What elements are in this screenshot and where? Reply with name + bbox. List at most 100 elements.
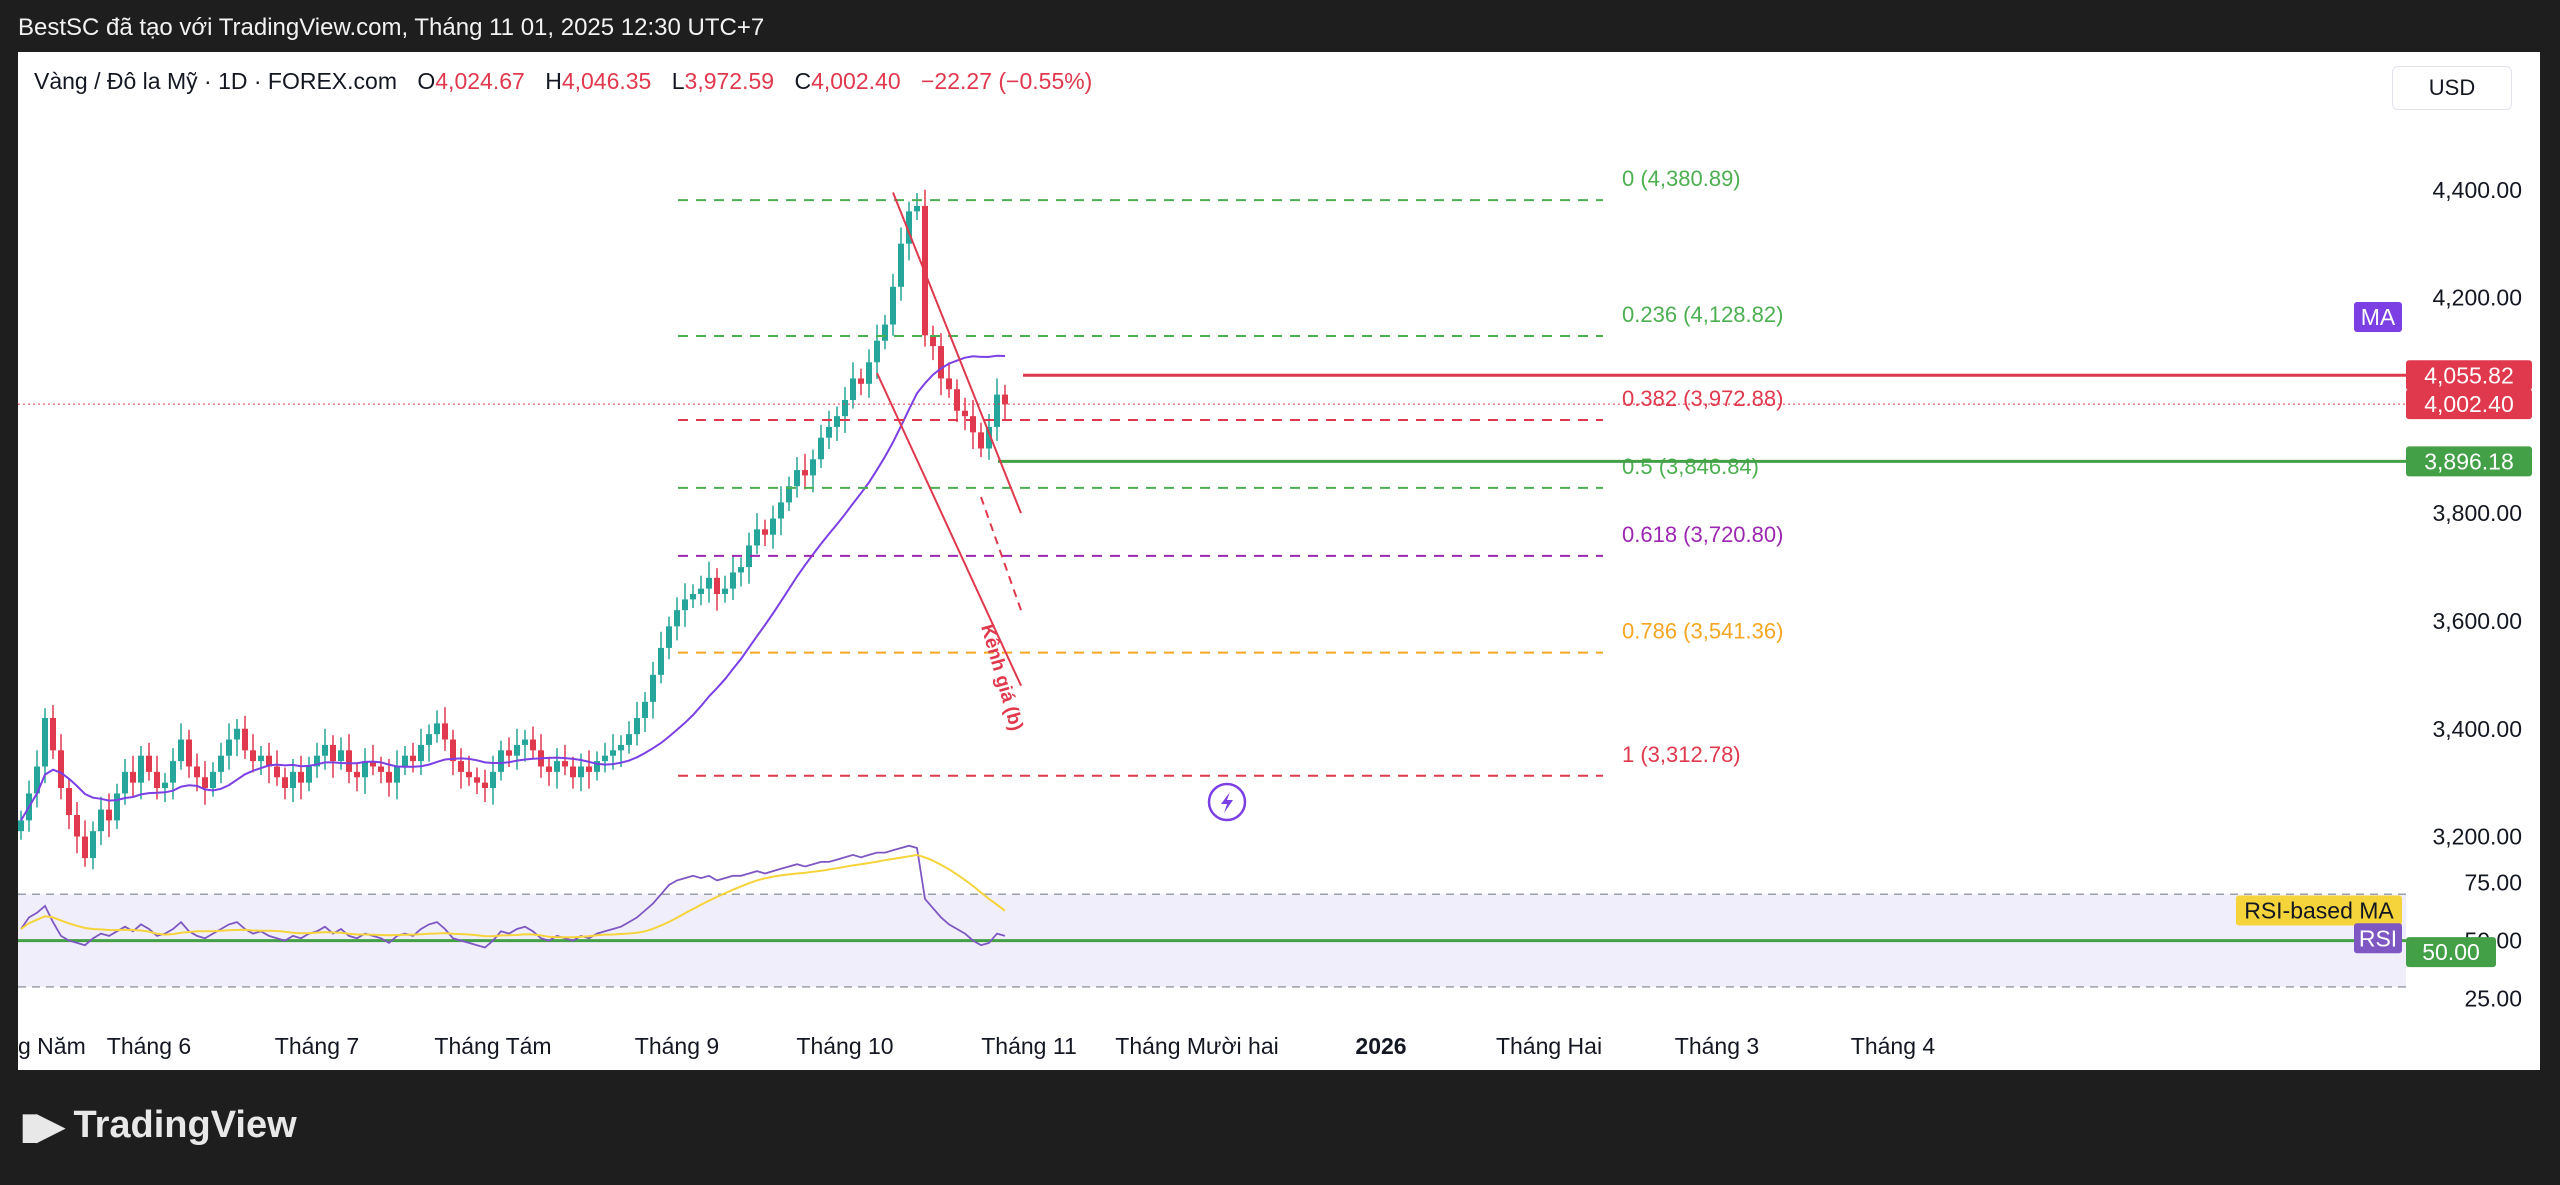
- x-axis-label: Tháng 4: [1851, 1033, 1936, 1059]
- candle-body: [578, 766, 584, 778]
- rsi-ma-line: [20, 853, 1006, 939]
- y-tick-label: 4,400.00: [2432, 177, 2522, 203]
- rsi-y-tick-label: 25.00: [2464, 985, 2522, 1011]
- high-value: 4,046.35: [561, 68, 652, 94]
- candle-body: [218, 755, 224, 772]
- candle-body: [394, 766, 400, 783]
- candle-body: [546, 766, 552, 772]
- candle-body: [266, 755, 272, 767]
- candle-body: [842, 399, 848, 417]
- rsi-line: [20, 844, 1006, 949]
- candle-body: [474, 777, 480, 783]
- candle-body: [858, 378, 864, 384]
- candle-body: [826, 426, 832, 438]
- x-axis-label: Tháng 10: [796, 1033, 893, 1059]
- candle-body: [722, 588, 728, 595]
- rsi-ma-badge: RSI-based MA: [2244, 897, 2394, 923]
- ma-line: [20, 354, 1006, 821]
- tradingview-logo[interactable]: ▮▶ TradingView: [20, 1104, 297, 1147]
- candle-body: [954, 389, 960, 411]
- candle-body: [602, 755, 608, 762]
- fib-label-0: 0 (4,380.89): [1622, 166, 1741, 191]
- candle-body: [426, 734, 432, 745]
- candle-body: [770, 518, 776, 535]
- channel-annotation: Kênh giá (b): [976, 622, 1026, 733]
- candle-body: [754, 529, 760, 546]
- candle-body: [250, 750, 256, 762]
- candle-body: [786, 486, 792, 503]
- candle-body: [242, 728, 248, 751]
- candle-body: [898, 243, 904, 287]
- lightning-icon-glyph: [1221, 792, 1233, 813]
- candle-body: [354, 771, 360, 778]
- x-axis-label: Tháng 7: [275, 1033, 359, 1059]
- candle-body: [522, 739, 528, 745]
- candle-body: [330, 744, 336, 762]
- candle-body: [202, 777, 208, 789]
- candle-body: [666, 626, 672, 648]
- close-label: C: [794, 68, 812, 94]
- candle-body: [978, 432, 984, 449]
- fib-label-0.236: 0.236 (4,128.82): [1622, 302, 1783, 327]
- fib-label-1: 1 (3,312.78): [1622, 742, 1741, 767]
- candle-body: [386, 771, 392, 783]
- x-axis-label: Tháng 6: [107, 1033, 191, 1059]
- currency-button[interactable]: USD: [2392, 66, 2512, 110]
- candle-body: [562, 761, 568, 767]
- candle-body: [314, 755, 320, 767]
- candle-body: [626, 734, 632, 745]
- candle-body: [698, 588, 704, 595]
- candle-body: [34, 766, 40, 794]
- candle-body: [410, 755, 416, 762]
- candle-body: [618, 744, 624, 751]
- candle-body: [162, 782, 168, 789]
- candle-body: [98, 809, 104, 832]
- candle-body: [642, 701, 648, 718]
- candle-body: [66, 788, 72, 815]
- candle-body: [874, 340, 880, 363]
- y-tick-label: 3,600.00: [2432, 608, 2522, 634]
- candle-body: [802, 470, 808, 476]
- symbol-name[interactable]: Vàng / Đô la Mỹ · 1D · FOREX.com: [34, 68, 397, 94]
- candle-body: [706, 577, 712, 589]
- candle-body: [226, 739, 232, 756]
- candle-body: [610, 750, 616, 756]
- candle-body: [746, 545, 752, 568]
- candle-body: [146, 755, 152, 772]
- candle-body: [466, 771, 472, 778]
- candle-body: [994, 394, 1000, 427]
- chart-canvas[interactable]: 0 (4,380.89) 0.236 (4,128.82) 0.382 (3,972…: [18, 52, 2540, 1070]
- candle-body: [986, 426, 992, 449]
- rsi-ma-badge-bg: [2236, 895, 2402, 926]
- candle-body: [106, 809, 112, 821]
- y-tick-label: 4,200.00: [2432, 285, 2522, 311]
- candle-body: [1002, 394, 1008, 405]
- chart-panel[interactable]: 0 (4,380.89) 0.236 (4,128.82) 0.382 (3,972…: [18, 52, 2540, 1070]
- last-price-badge: 4,002.40: [2424, 391, 2514, 417]
- candle-body: [690, 594, 696, 600]
- fib-label-0.382: 0.382 (3,972.88): [1622, 386, 1783, 411]
- ma-price-badge: 4,055.82: [2424, 362, 2514, 388]
- candle-body: [762, 529, 768, 535]
- rsi-badge: RSI: [2359, 925, 2397, 951]
- candle-body: [938, 346, 944, 379]
- open-label: O: [417, 68, 436, 94]
- candle-body: [362, 761, 368, 778]
- candle-body: [402, 755, 408, 767]
- candle-body: [594, 761, 600, 772]
- candle-body: [346, 750, 352, 772]
- tradingview-logo-icon: ▮▶: [20, 1104, 64, 1146]
- candle-body: [338, 750, 344, 762]
- x-axis-label: Tháng 9: [635, 1033, 719, 1059]
- candle-body: [130, 771, 136, 783]
- candle-body: [50, 717, 56, 751]
- candle-body: [586, 766, 592, 772]
- ma-series-badge: MA: [2361, 304, 2396, 330]
- change-value: −22.27 (−0.55%): [921, 68, 1093, 94]
- candle-body: [882, 324, 888, 341]
- candle-body: [322, 744, 328, 756]
- x-axis-label: Tháng 3: [1675, 1033, 1759, 1059]
- candle-body: [58, 750, 64, 789]
- candle-body: [186, 739, 192, 767]
- open-value: 4,024.67: [435, 68, 525, 94]
